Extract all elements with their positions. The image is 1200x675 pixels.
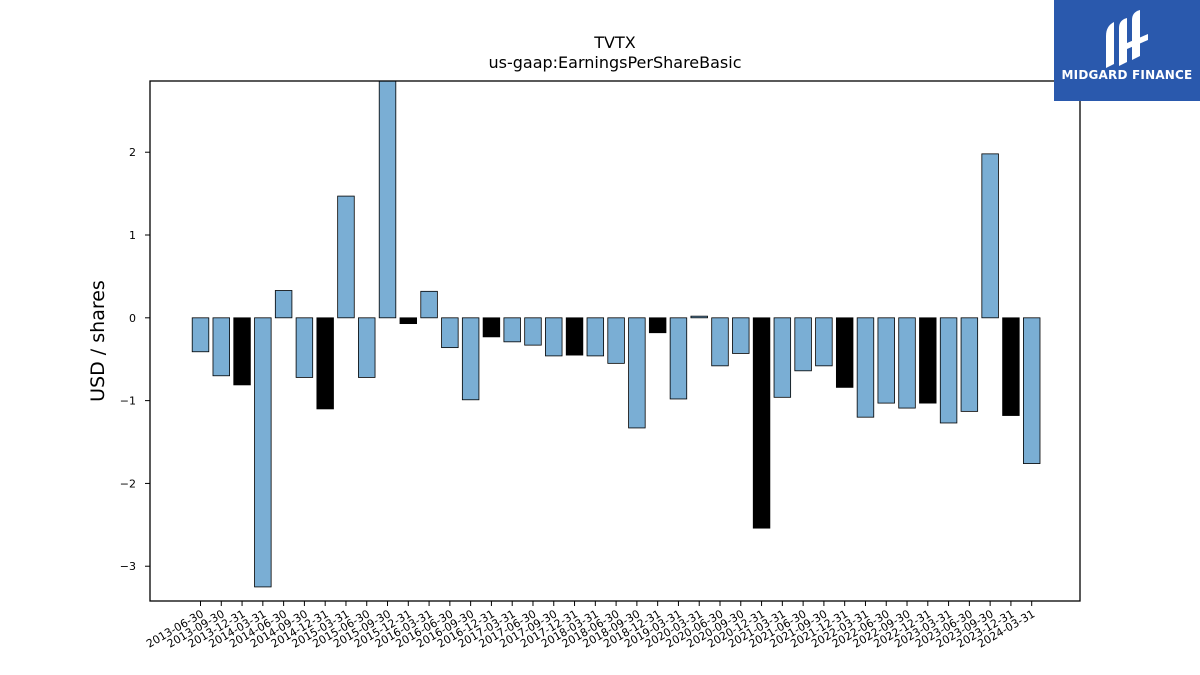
bar xyxy=(939,317,958,424)
bar xyxy=(690,315,708,319)
logo-text: MIDGARD FINANCE xyxy=(1061,68,1193,82)
bar xyxy=(898,317,916,409)
bar xyxy=(482,317,501,338)
bar xyxy=(877,317,895,404)
bar xyxy=(524,317,542,346)
bar xyxy=(545,317,563,357)
bar xyxy=(648,317,667,334)
bar xyxy=(233,317,251,386)
bar xyxy=(960,317,979,412)
bar xyxy=(358,317,376,378)
y-axis-label: USD / shares xyxy=(87,280,109,402)
bar xyxy=(441,317,459,349)
bar xyxy=(919,317,937,404)
y-tick-label: 1 xyxy=(129,229,136,242)
bar xyxy=(420,290,438,319)
bar xyxy=(254,317,272,588)
chart-title: TVTX xyxy=(593,33,635,52)
bar xyxy=(815,317,833,367)
bar xyxy=(212,317,230,377)
bar xyxy=(316,317,334,410)
bar xyxy=(461,317,480,401)
x-axis-ticks: 2013-06-302013-09-302013-12-312014-03-31… xyxy=(144,601,1037,651)
bar xyxy=(752,317,771,529)
chart-subtitle: us-gaap:EarningsPerShareBasic xyxy=(488,53,741,72)
bar xyxy=(565,317,584,356)
y-tick-label: −1 xyxy=(120,395,136,408)
bar xyxy=(378,80,397,319)
bar xyxy=(773,317,792,398)
bar xyxy=(337,195,355,319)
midgard-logo-icon xyxy=(1106,10,1148,68)
bar xyxy=(669,317,688,400)
y-tick-label: 2 xyxy=(129,146,136,159)
bar xyxy=(711,317,729,367)
bar xyxy=(732,317,750,354)
bar xyxy=(586,317,605,357)
y-tick-label: 0 xyxy=(129,312,136,325)
bar xyxy=(503,317,521,343)
plot-frame xyxy=(149,80,1081,602)
y-tick-label: −3 xyxy=(120,560,136,573)
bar xyxy=(1023,317,1041,464)
bar xyxy=(981,153,999,319)
bar xyxy=(856,317,875,418)
y-axis-ticks: −3 −2 −1 0 1 2 xyxy=(120,146,150,573)
bar xyxy=(794,317,812,372)
bar xyxy=(835,317,854,388)
bar xyxy=(628,317,646,429)
bar xyxy=(399,317,418,325)
bars-group xyxy=(191,80,1041,588)
bar xyxy=(607,317,625,364)
bar xyxy=(295,317,314,378)
y-tick-label: −2 xyxy=(120,477,136,490)
bar xyxy=(1002,317,1020,416)
bar xyxy=(274,290,293,319)
midgard-finance-logo: MIDGARD FINANCE xyxy=(1054,0,1200,101)
bar xyxy=(191,317,210,353)
